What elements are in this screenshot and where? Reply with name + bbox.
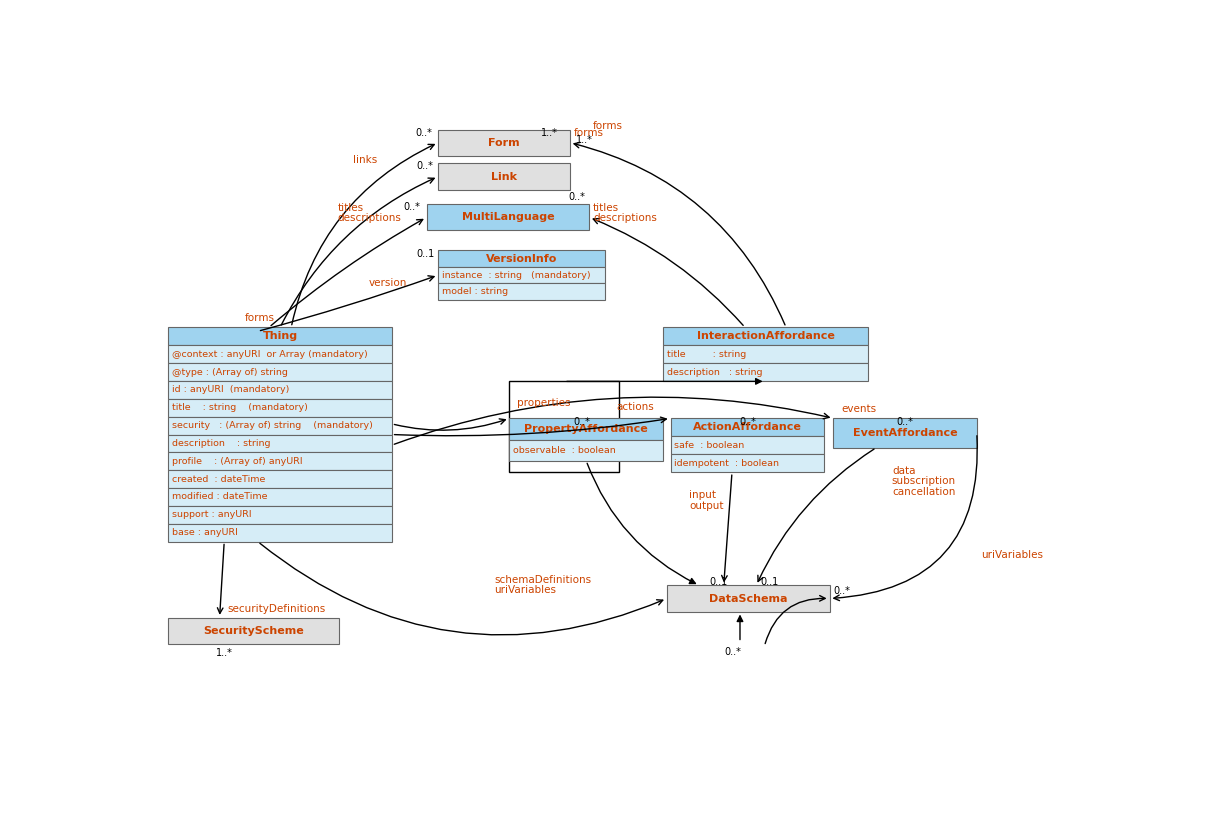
- Text: 0..1: 0..1: [710, 577, 728, 587]
- Text: 0..*: 0..*: [739, 417, 756, 427]
- Text: created  : dateTime: created : dateTime: [172, 475, 265, 483]
- Bar: [833, 418, 977, 447]
- Text: PropertyAffordance: PropertyAffordance: [524, 424, 648, 434]
- Bar: [510, 418, 662, 440]
- Text: descriptions: descriptions: [338, 213, 401, 223]
- Text: safe  : boolean: safe : boolean: [675, 441, 745, 450]
- Text: input: input: [689, 491, 717, 500]
- Bar: [426, 204, 590, 231]
- Text: DataSchema: DataSchema: [708, 594, 787, 604]
- Bar: [438, 164, 570, 190]
- Text: 1..*: 1..*: [541, 128, 558, 138]
- Text: VersionInfo: VersionInfo: [486, 253, 557, 263]
- Text: EventAffordance: EventAffordance: [853, 428, 958, 438]
- Text: 0..*: 0..*: [896, 417, 913, 427]
- Text: base : anyURI: base : anyURI: [172, 528, 239, 537]
- Text: support : anyURI: support : anyURI: [172, 510, 252, 519]
- Text: cancellation: cancellation: [891, 487, 955, 497]
- Text: Link: Link: [490, 171, 517, 181]
- Text: observable  : boolean: observable : boolean: [513, 446, 616, 455]
- Text: events: events: [842, 404, 877, 414]
- Text: version: version: [368, 278, 407, 288]
- Text: uriVariables: uriVariables: [494, 585, 556, 595]
- Text: subscription: subscription: [891, 477, 955, 487]
- Text: model : string: model : string: [442, 287, 509, 296]
- Text: 0..*: 0..*: [403, 201, 420, 212]
- Bar: [671, 454, 823, 472]
- Bar: [438, 267, 604, 283]
- Text: links: links: [352, 155, 377, 165]
- Text: schemaDefinitions: schemaDefinitions: [494, 575, 591, 585]
- Text: titles: titles: [593, 203, 619, 213]
- Text: description    : string: description : string: [172, 439, 271, 448]
- Text: SecurityScheme: SecurityScheme: [203, 626, 304, 636]
- Bar: [168, 345, 391, 363]
- Text: forms: forms: [593, 120, 624, 130]
- Text: 0..*: 0..*: [415, 128, 432, 138]
- Bar: [667, 585, 830, 612]
- Bar: [168, 363, 391, 381]
- Text: properties: properties: [517, 398, 570, 408]
- Text: 0..1: 0..1: [417, 249, 435, 259]
- Text: 0..1: 0..1: [761, 577, 779, 587]
- Text: id : anyURI  (mandatory): id : anyURI (mandatory): [172, 385, 289, 395]
- Text: instance  : string   (mandatory): instance : string (mandatory): [442, 271, 591, 279]
- Bar: [671, 418, 823, 436]
- Bar: [168, 470, 391, 488]
- Text: Form: Form: [488, 138, 520, 148]
- Text: ActionAffordance: ActionAffordance: [693, 422, 802, 432]
- Text: title    : string    (mandatory): title : string (mandatory): [172, 403, 308, 412]
- Text: forms: forms: [574, 128, 604, 138]
- Bar: [168, 328, 391, 345]
- Text: 0..*: 0..*: [833, 586, 850, 596]
- Text: 0..*: 0..*: [417, 161, 434, 171]
- Text: actions: actions: [616, 402, 654, 412]
- Bar: [168, 416, 391, 435]
- Bar: [662, 328, 868, 345]
- Bar: [168, 523, 391, 542]
- Text: 0..*: 0..*: [724, 646, 741, 656]
- Text: output: output: [689, 501, 724, 511]
- Bar: [168, 435, 391, 452]
- Text: MultiLanguage: MultiLanguage: [461, 212, 555, 222]
- Bar: [662, 364, 868, 381]
- Bar: [671, 436, 823, 454]
- Bar: [168, 506, 391, 523]
- Text: @type : (Array of) string: @type : (Array of) string: [172, 368, 288, 376]
- Bar: [438, 283, 604, 300]
- Text: description   : string: description : string: [667, 368, 762, 377]
- Bar: [168, 399, 391, 416]
- Text: Thing: Thing: [263, 331, 298, 341]
- Bar: [510, 440, 662, 461]
- Text: profile    : (Array of) anyURI: profile : (Array of) anyURI: [172, 456, 303, 466]
- Text: titles: titles: [338, 203, 363, 213]
- Text: InteractionAffordance: InteractionAffordance: [696, 331, 834, 341]
- Text: 1..*: 1..*: [576, 135, 593, 145]
- Bar: [662, 345, 868, 364]
- Bar: [168, 381, 391, 399]
- Text: modified : dateTime: modified : dateTime: [172, 492, 268, 502]
- Bar: [168, 488, 391, 506]
- Text: 0..*: 0..*: [574, 417, 591, 427]
- Text: descriptions: descriptions: [593, 213, 658, 223]
- Bar: [438, 130, 570, 155]
- Text: uriVariables: uriVariables: [981, 549, 1043, 559]
- Bar: [438, 251, 604, 267]
- Text: security   : (Array of) string    (mandatory): security : (Array of) string (mandatory): [172, 421, 373, 430]
- Text: @context : anyURI  or Array (mandatory): @context : anyURI or Array (mandatory): [172, 349, 368, 359]
- Text: data: data: [891, 466, 916, 476]
- Text: idempotent  : boolean: idempotent : boolean: [675, 459, 780, 468]
- Bar: [510, 381, 619, 472]
- Bar: [168, 452, 391, 470]
- Text: securityDefinitions: securityDefinitions: [228, 604, 326, 614]
- Text: 0..*: 0..*: [568, 191, 585, 201]
- Text: forms: forms: [245, 314, 275, 324]
- Text: 1..*: 1..*: [216, 648, 233, 658]
- Bar: [168, 618, 339, 644]
- Text: title         : string: title : string: [667, 350, 746, 359]
